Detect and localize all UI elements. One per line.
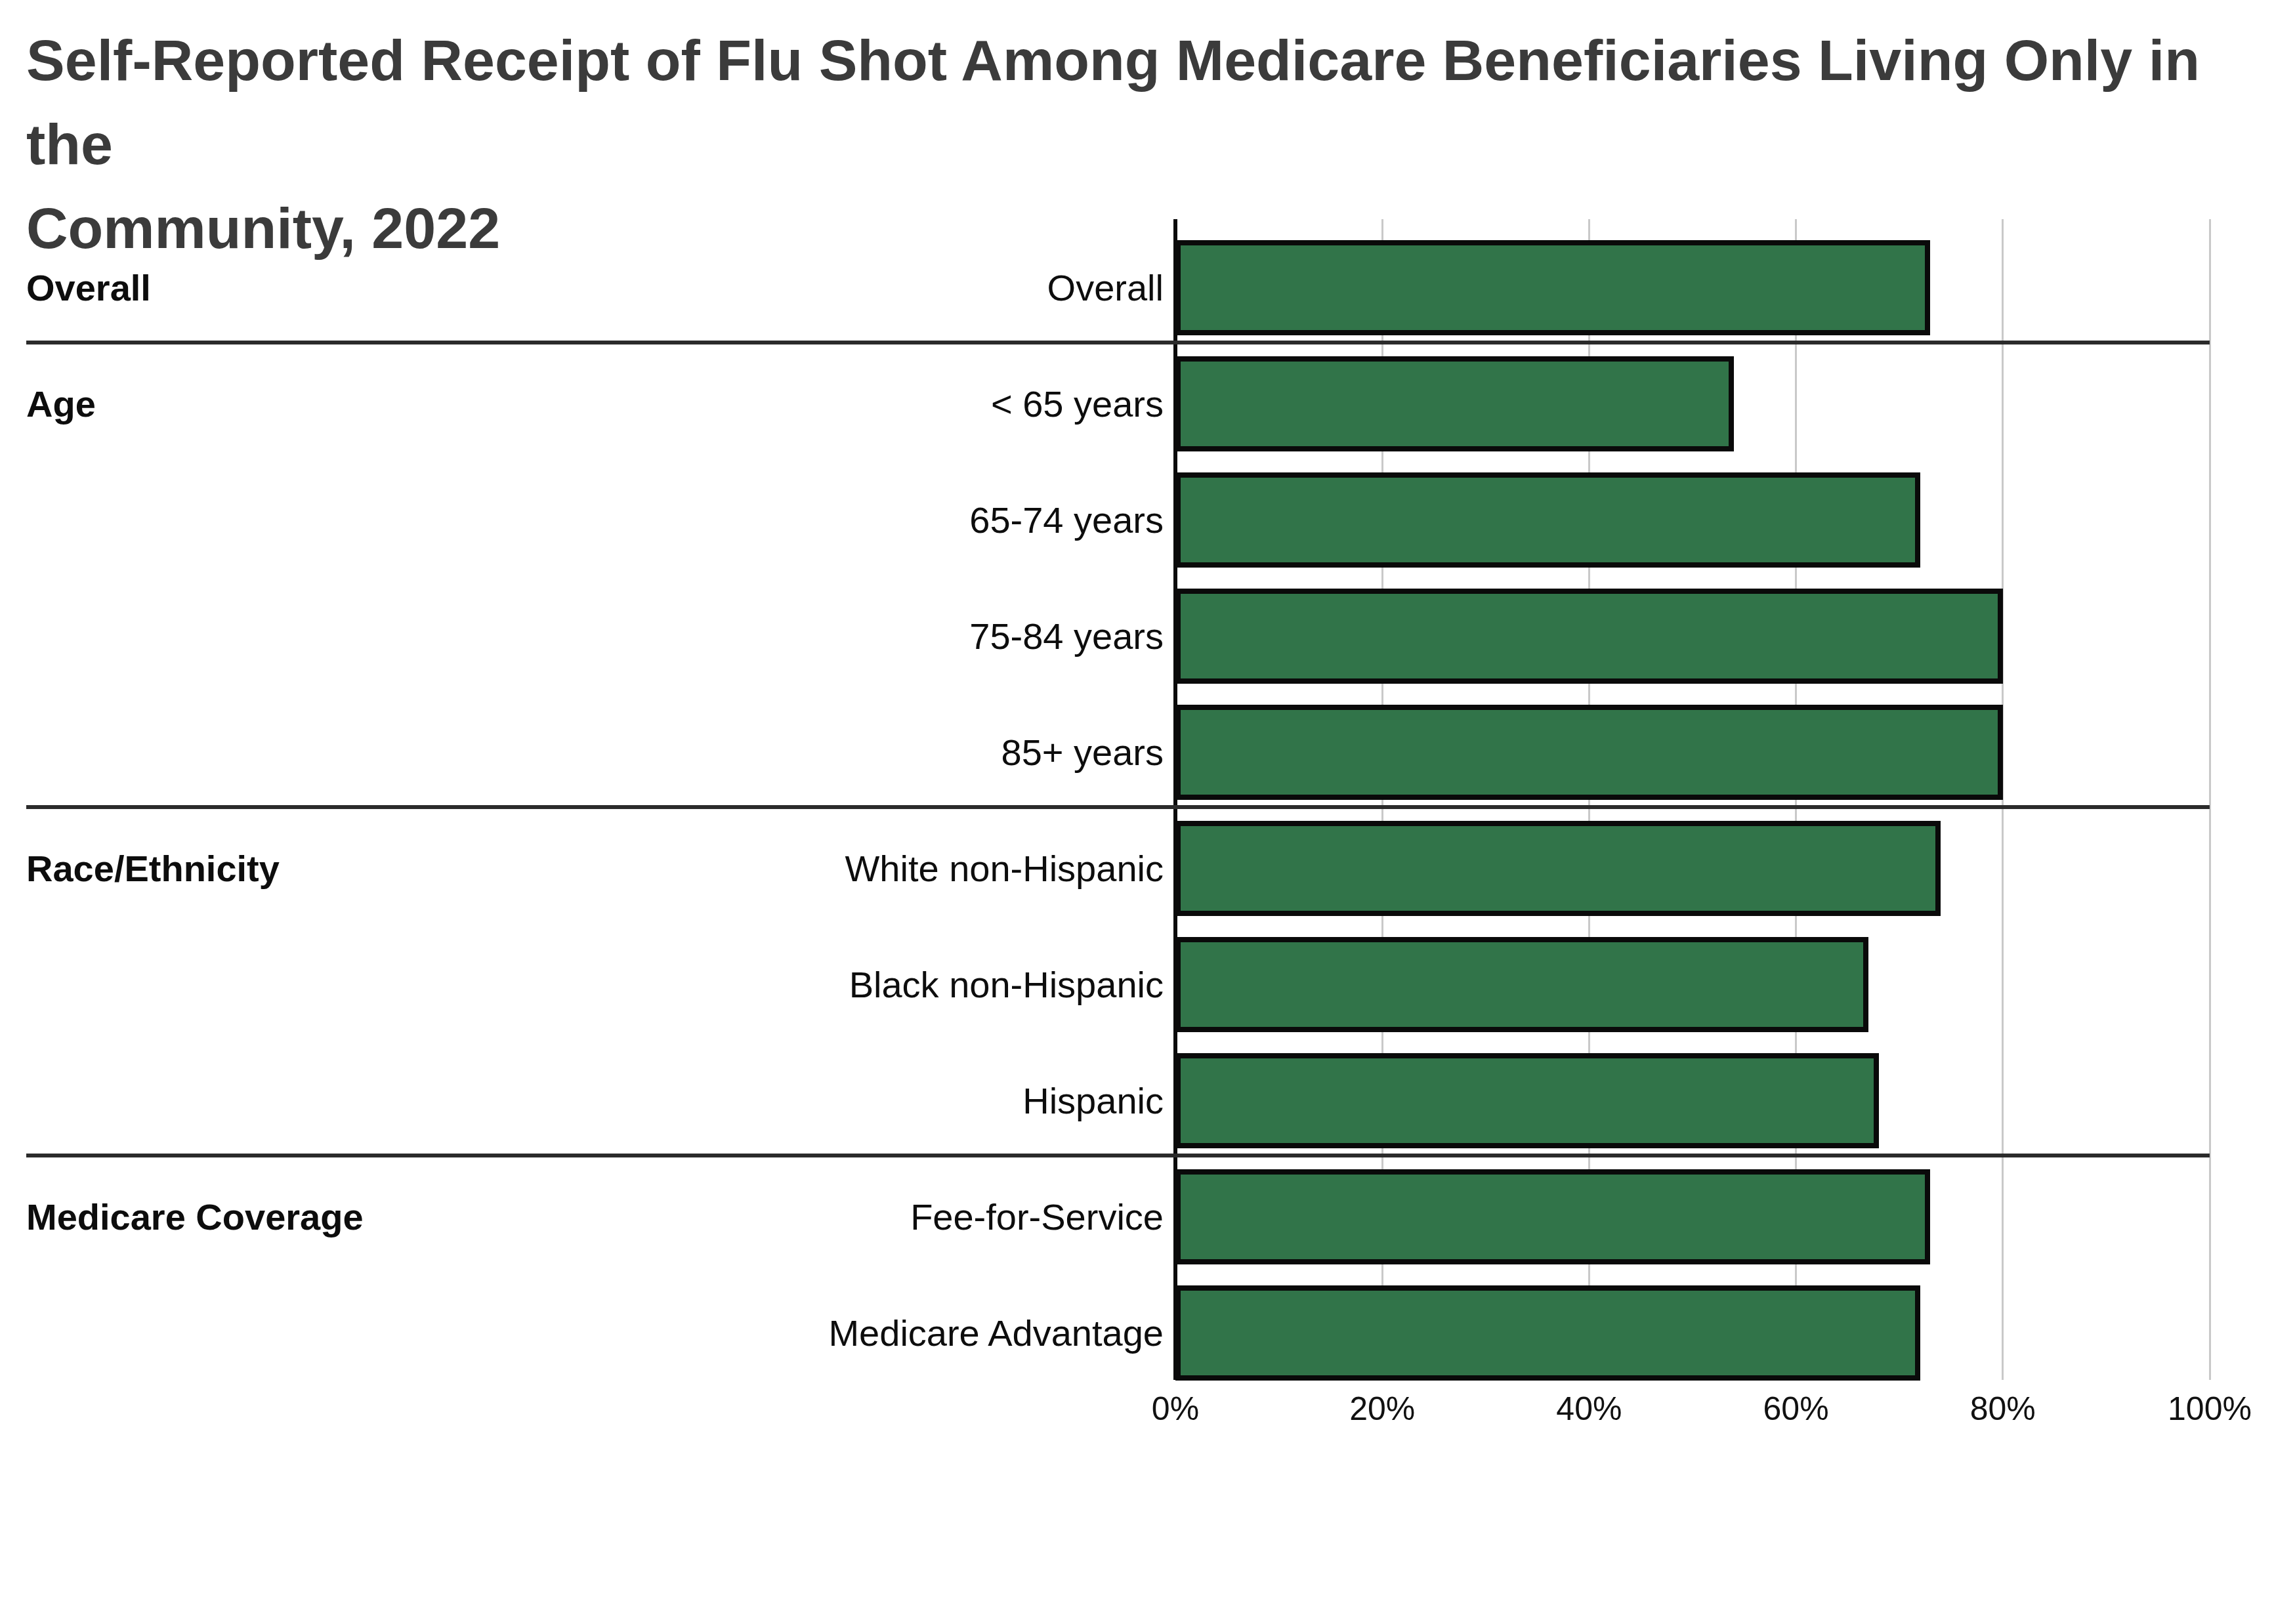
bar-medicare-advantage	[1175, 1285, 1920, 1381]
x-tick-label-20: 20%	[1349, 1390, 1415, 1428]
group-label-overall: Overall	[26, 240, 151, 335]
row-label-65-years: < 65 years	[547, 356, 1164, 451]
row-label-fee-for-service: Fee-for-Service	[547, 1169, 1164, 1264]
bar-75-84-years	[1175, 589, 2003, 684]
row-label-75-84-years: 75-84 years	[547, 589, 1164, 684]
section-divider-race-ethnicity	[26, 805, 2210, 809]
section-divider-age	[26, 341, 2210, 344]
x-tick-label-80: 80%	[1970, 1390, 2036, 1428]
bar-65-years	[1175, 356, 1734, 451]
bar-fee-for-service	[1175, 1169, 1930, 1264]
bar-overall	[1175, 240, 1930, 335]
bar-85-years	[1175, 705, 2003, 800]
group-label-race-ethnicity: Race/Ethnicity	[26, 821, 280, 916]
row-label-black-non-hispanic: Black non-Hispanic	[547, 937, 1164, 1032]
bar-65-74-years	[1175, 472, 1920, 568]
x-tick-label-40: 40%	[1556, 1390, 1622, 1428]
row-label-65-74-years: 65-74 years	[547, 472, 1164, 568]
x-tick-label-100: 100%	[2168, 1390, 2252, 1428]
group-label-age: Age	[26, 356, 96, 451]
flu-shot-bar-chart: 0% 20% 40% 60% 80% 100% Overall Overall Age < 65 …	[0, 0, 2274, 1624]
row-label-85-years: 85+ years	[547, 705, 1164, 800]
row-label-overall: Overall	[547, 240, 1164, 335]
row-label-white-non-hispanic: White non-Hispanic	[547, 821, 1164, 916]
group-label-medicare-coverage: Medicare Coverage	[26, 1169, 364, 1264]
row-label-medicare-advantage: Medicare Advantage	[547, 1285, 1164, 1381]
bar-hispanic	[1175, 1053, 1879, 1148]
bar-white-non-hispanic	[1175, 821, 1941, 916]
x-tick-label-0: 0%	[1152, 1390, 1199, 1428]
section-divider-medicare-coverage	[26, 1154, 2210, 1157]
bar-black-non-hispanic	[1175, 937, 1868, 1032]
row-label-hispanic: Hispanic	[547, 1053, 1164, 1148]
x-tick-label-60: 60%	[1763, 1390, 1829, 1428]
gridline-100pct	[2209, 219, 2211, 1380]
